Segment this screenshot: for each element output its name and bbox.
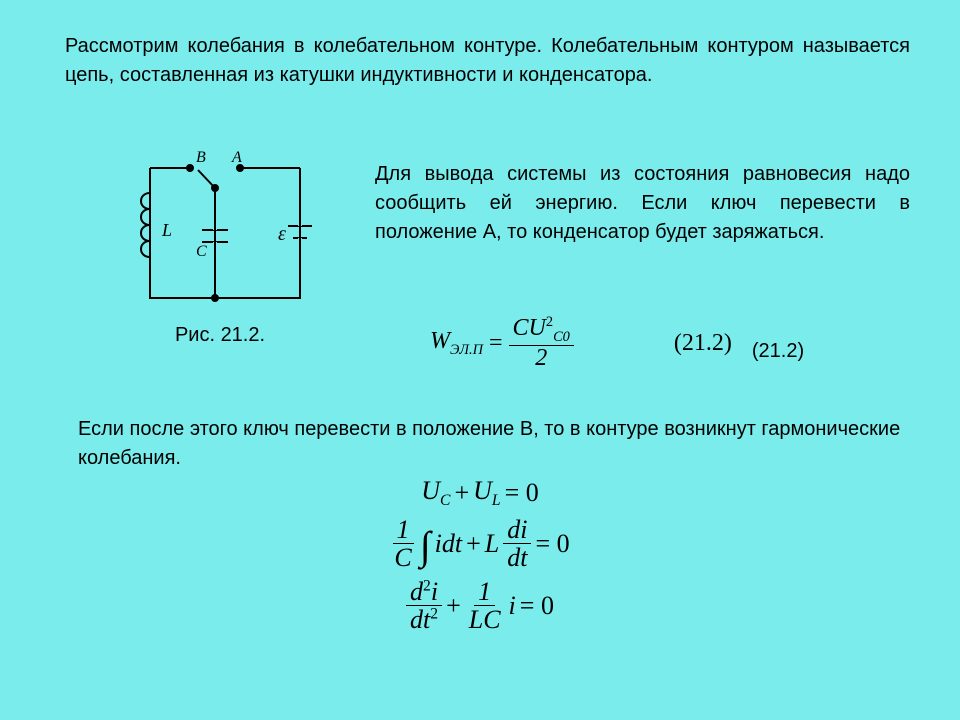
eq4-f1n-sup: 2 xyxy=(423,577,431,594)
eq3-f2-num: di xyxy=(503,516,531,544)
eq2-Uc: U xyxy=(421,476,440,505)
figure-caption: Рис. 21.2. xyxy=(120,324,320,347)
circuit-diagram: B A L C ε xyxy=(120,148,320,313)
eq4-f2-num: 1 xyxy=(474,578,495,606)
eq3-f2-den: dt xyxy=(503,544,531,571)
eq4-f1n-i: i xyxy=(431,577,438,606)
equations-block: UC + UL = 0 1 C ∫ idt + L di dt = 0 d2i xyxy=(0,470,960,639)
eq1-W-sub: ЭЛ.П xyxy=(450,341,483,357)
svg-text:ε: ε xyxy=(278,223,286,245)
eq-integral: 1 C ∫ idt + L di dt = 0 xyxy=(0,516,960,572)
eq1-num-CU: CU xyxy=(513,315,546,341)
paragraph-2: Если после этого ключ перевести в положе… xyxy=(78,415,910,473)
eq3-idt: idt xyxy=(435,529,462,559)
eq1-num-sup: 2 xyxy=(546,314,553,330)
eq2-Ul-sub: L xyxy=(492,492,501,509)
eq-kirchhoff: UC + UL = 0 xyxy=(0,476,960,510)
eq3-f1-num: 1 xyxy=(393,516,414,544)
eq4-f1d-sup: 2 xyxy=(430,605,438,622)
equation-21-2: WЭЛ.П = CU2C0 2 (21.2) (21.2) xyxy=(430,315,960,371)
eq4-plus: + xyxy=(446,591,461,621)
eq4-i: i xyxy=(509,591,516,621)
eq1-label-paren: (21.2) xyxy=(674,330,732,357)
figure-21-2: B A L C ε xyxy=(120,148,320,347)
eq2-plus: + xyxy=(454,478,469,508)
integral-icon: ∫ xyxy=(420,534,431,558)
intro-paragraph: Рассмотрим колебания в колебательном кон… xyxy=(65,32,910,90)
eq4-f2-den: LC xyxy=(465,606,505,633)
svg-text:C: C xyxy=(196,243,207,260)
eq3-f1-den: C xyxy=(390,544,415,571)
page: Рассмотрим колебания в колебательном кон… xyxy=(0,0,960,720)
eq2-Ul: U xyxy=(473,476,492,505)
svg-text:B: B xyxy=(196,149,206,166)
eq4-eq0: = 0 xyxy=(520,591,554,621)
eq3-L: L xyxy=(485,529,499,559)
eq2-Uc-sub: C xyxy=(440,492,450,509)
eq1-W: W xyxy=(430,328,450,354)
beside-paragraph: Для вывода системы из состояния равновес… xyxy=(375,160,910,247)
eq1-num-sub: C0 xyxy=(553,329,570,345)
svg-text:A: A xyxy=(231,149,242,166)
eq1-label-plain: (21.2) xyxy=(752,340,804,363)
eq3-eq0: = 0 xyxy=(535,529,569,559)
eq1-den: 2 xyxy=(531,346,551,371)
eq-second-derivative: d2i dt2 + 1 LC i = 0 xyxy=(0,578,960,634)
eq2-eq0: = 0 xyxy=(505,478,539,508)
eq1-fraction: CU2C0 2 xyxy=(509,315,574,371)
eq3-plus: + xyxy=(466,529,481,559)
eq4-f1d-dt: dt xyxy=(410,605,430,634)
svg-text:L: L xyxy=(161,220,172,240)
eq4-f1n-d: d xyxy=(410,577,423,606)
